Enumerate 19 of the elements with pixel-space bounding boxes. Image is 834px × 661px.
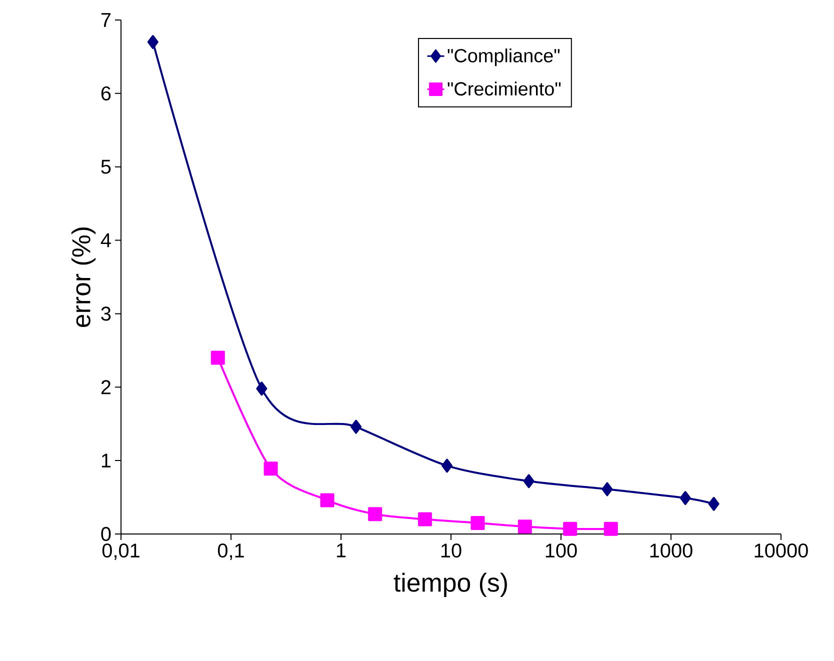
y-tick-label: 0 [101,526,111,542]
y-tick-label: 1 [102,454,111,468]
y-axis-title: error (%) [71,228,96,327]
y-tick-label: 2 [101,380,110,394]
y-tick-label: 5 [101,160,111,174]
x-tick-label: 1000 [650,544,692,558]
x-axis-title: tiempo (s) [394,572,507,597]
x-tick-label: 100 [546,544,577,558]
legend-label: "Compliance" [448,48,560,66]
x-tick-label: 10000 [754,544,808,558]
x-tick-label: 0,01 [102,544,140,560]
x-tick-label: 1 [336,544,346,558]
x-tick-label: 0,1 [218,544,244,560]
x-tick-label: 10 [441,544,462,558]
y-tick-label: 7 [101,13,110,27]
y-tick-label: 3 [101,306,111,321]
y-tick-label: 6 [101,86,111,100]
legend-label: "Crecimiento" [448,82,561,96]
y-tick-label: 4 [100,233,111,248]
